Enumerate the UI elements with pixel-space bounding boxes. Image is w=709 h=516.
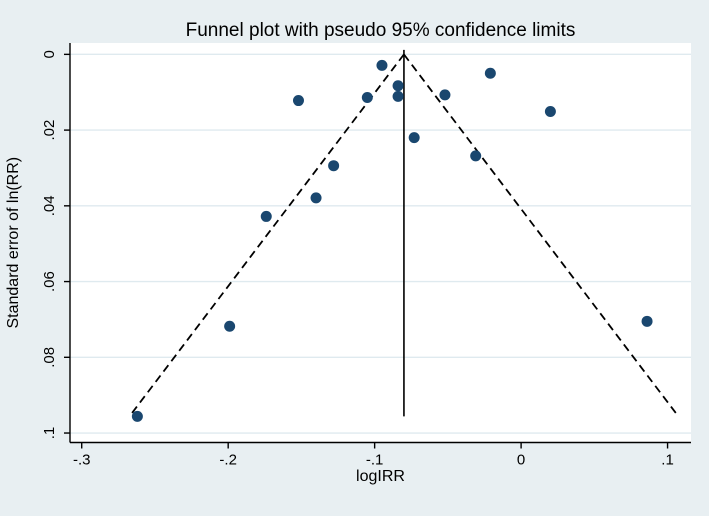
x-tick-label: -.1 [366, 452, 384, 469]
x-tick-label: -.2 [219, 452, 237, 469]
chart-title: Funnel plot with pseudo 95% confidence l… [186, 20, 576, 41]
data-point [544, 106, 556, 118]
study-markers [131, 59, 653, 422]
funnel-confidence-lines [128, 49, 680, 417]
y-tick-label: .08 [41, 347, 58, 368]
pseudo-ci-line-left [128, 53, 405, 417]
data-point [310, 192, 322, 204]
data-point [376, 59, 388, 71]
axes: -.3 -.2 -.1 0 .1 0 .02 .04 .06 .08 .1 [41, 43, 691, 469]
data-point [392, 80, 404, 92]
x-tick-label: .1 [661, 452, 674, 469]
y-tick-label: .04 [41, 195, 58, 216]
y-axis-title: Standard error of ln(RR) [5, 157, 22, 329]
x-axis-title: logIRR [356, 468, 405, 485]
plot-area [70, 43, 691, 443]
x-tick-label: 0 [517, 452, 525, 469]
pseudo-ci-line-right [403, 53, 680, 417]
data-point [292, 95, 304, 107]
data-point [260, 210, 272, 222]
gridlines [70, 53, 691, 434]
data-point [392, 90, 404, 102]
y-tick-label: 0 [41, 50, 58, 58]
x-tick-label: -.3 [73, 452, 91, 469]
data-point [484, 67, 496, 79]
data-point [361, 92, 373, 104]
y-tick-label: .06 [41, 271, 58, 292]
data-point [328, 160, 340, 172]
data-point [131, 410, 143, 422]
data-point [224, 320, 236, 332]
data-point [641, 315, 653, 327]
data-point [439, 89, 451, 101]
y-tick-label: .02 [41, 120, 58, 141]
data-point [470, 150, 482, 162]
y-tick-label: .1 [41, 427, 58, 440]
data-point [408, 132, 420, 144]
